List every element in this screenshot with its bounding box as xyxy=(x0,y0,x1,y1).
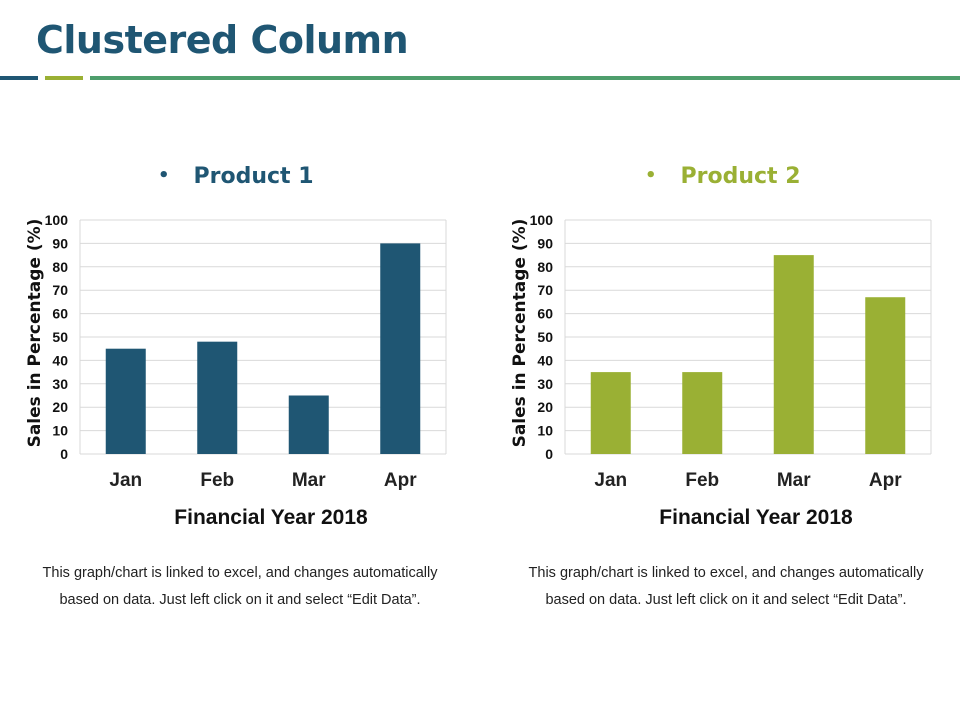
y-tick-label: 100 xyxy=(45,212,69,228)
legend-product-2: • Product 2 xyxy=(645,164,801,189)
page-title: Clustered Column xyxy=(36,18,409,62)
y-tick-label: 10 xyxy=(52,423,68,439)
legend-label: Product 1 xyxy=(193,164,314,189)
x-tick-label: Feb xyxy=(200,470,234,491)
y-axis-title: Sales in Percentage (%) xyxy=(510,219,530,448)
y-axis-title: Sales in Percentage (%) xyxy=(25,219,45,448)
bar-mar[interactable] xyxy=(288,395,329,455)
y-tick-label: 60 xyxy=(537,306,553,322)
y-tick-label: 60 xyxy=(52,306,68,322)
y-tick-label: 10 xyxy=(537,423,553,439)
bar-apr[interactable] xyxy=(865,297,906,454)
title-underline-olive xyxy=(45,76,83,80)
chart-note-1: This graph/chart is linked to excel, and… xyxy=(42,565,438,608)
chart-product-2[interactable]: • Product 2 0 10 20 30 40 50 60 70 80 90 100 Jan Feb M… xyxy=(495,150,945,540)
y-tick-label: 20 xyxy=(52,399,68,415)
x-tick-label: Apr xyxy=(869,470,902,491)
y-tick-label: 20 xyxy=(537,399,553,415)
y-tick-label: 90 xyxy=(537,235,553,251)
bar-feb[interactable] xyxy=(682,372,723,454)
y-tick-label: 90 xyxy=(52,235,68,251)
bar-jan[interactable] xyxy=(590,372,631,454)
x-axis-title: Financial Year 2018 xyxy=(659,506,853,529)
x-axis-title: Financial Year 2018 xyxy=(174,506,368,529)
y-tick-label: 80 xyxy=(52,259,68,275)
x-tick-label: Feb xyxy=(685,470,719,491)
chart-svg-product-2[interactable]: 0 10 20 30 40 50 60 70 80 90 100 Jan Feb Mar Apr Financ… xyxy=(495,150,945,540)
x-tick-label: Mar xyxy=(292,470,326,491)
x-tick-label: Jan xyxy=(594,470,627,491)
x-tick-label: Mar xyxy=(777,470,811,491)
chart-product-1[interactable]: • Product 1 0 10 20 30 40 50 60 70 80 90 100 Jan Feb M… xyxy=(10,150,460,540)
chart-note-2: This graph/chart is linked to excel, and… xyxy=(528,565,924,608)
y-tick-label: 0 xyxy=(545,446,553,462)
y-tick-label: 70 xyxy=(52,282,68,298)
y-tick-label: 0 xyxy=(60,446,68,462)
legend-bullet: • xyxy=(158,165,170,186)
y-tick-label: 30 xyxy=(537,376,553,392)
legend-label: Product 2 xyxy=(680,164,801,189)
legend-bullet: • xyxy=(645,165,657,186)
title-underline-navy xyxy=(0,76,38,80)
bar-mar[interactable] xyxy=(773,255,814,454)
legend-product-1: • Product 1 xyxy=(158,164,314,189)
y-tick-label: 70 xyxy=(537,282,553,298)
x-tick-label: Apr xyxy=(384,470,417,491)
y-tick-label: 30 xyxy=(52,376,68,392)
bar-feb[interactable] xyxy=(197,341,238,454)
bar-jan[interactable] xyxy=(105,348,146,454)
y-tick-label: 100 xyxy=(530,212,554,228)
y-tick-label: 50 xyxy=(537,329,553,345)
x-tick-label: Jan xyxy=(109,470,142,491)
bar-apr[interactable] xyxy=(380,243,421,454)
y-tick-label: 40 xyxy=(52,352,68,368)
y-tick-label: 40 xyxy=(537,352,553,368)
y-tick-label: 80 xyxy=(537,259,553,275)
title-underline-green xyxy=(90,76,960,80)
y-tick-label: 50 xyxy=(52,329,68,345)
chart-svg-product-1[interactable]: 0 10 20 30 40 50 60 70 80 90 100 Jan Feb Mar Apr Financ… xyxy=(10,150,460,540)
